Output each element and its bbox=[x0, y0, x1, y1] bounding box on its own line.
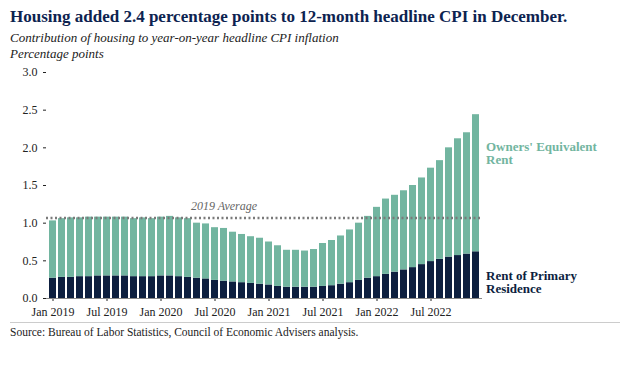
html-text:Contribution of housing to yea: Contribution of housing to year-on-year … bbox=[10, 30, 339, 45]
svg-text:0.0: 0.0 bbox=[23, 291, 38, 305]
svg-text:Jul 2021: Jul 2021 bbox=[302, 305, 343, 319]
svg-text:Rent of PrimaryResidence: Rent of PrimaryResidence bbox=[486, 268, 577, 296]
svg-text:2019 Average: 2019 Average bbox=[191, 199, 258, 213]
svg-text:Jul 2020: Jul 2020 bbox=[194, 305, 235, 319]
svg-text:Jan 2021: Jan 2021 bbox=[248, 305, 291, 319]
svg-text:Owners' EquivalentRent: Owners' EquivalentRent bbox=[486, 139, 598, 167]
html-text:Percentage points: Percentage points bbox=[10, 46, 104, 61]
svg-text:Jul 2022: Jul 2022 bbox=[410, 305, 451, 319]
svg-text:3.0: 3.0 bbox=[23, 65, 38, 79]
svg-text:Jan 2020: Jan 2020 bbox=[140, 305, 183, 319]
svg-text:Jul 2019: Jul 2019 bbox=[86, 305, 127, 319]
svg-text:Jan 2022: Jan 2022 bbox=[356, 305, 399, 319]
svg-text:Jan 2019: Jan 2019 bbox=[32, 305, 75, 319]
svg-text:2.0: 2.0 bbox=[23, 141, 38, 155]
svg-text:1.0: 1.0 bbox=[23, 216, 38, 230]
svg-text:2.5: 2.5 bbox=[23, 103, 38, 117]
html-text:Housing added 2.4 percentage p: Housing added 2.4 percentage points to 1… bbox=[10, 7, 568, 26]
svg-text:1.5: 1.5 bbox=[23, 178, 38, 192]
svg-text:0.5: 0.5 bbox=[23, 254, 38, 268]
html-text:Source: Bureau of Labor Statis: Source: Bureau of Labor Statistics, Coun… bbox=[10, 326, 359, 338]
